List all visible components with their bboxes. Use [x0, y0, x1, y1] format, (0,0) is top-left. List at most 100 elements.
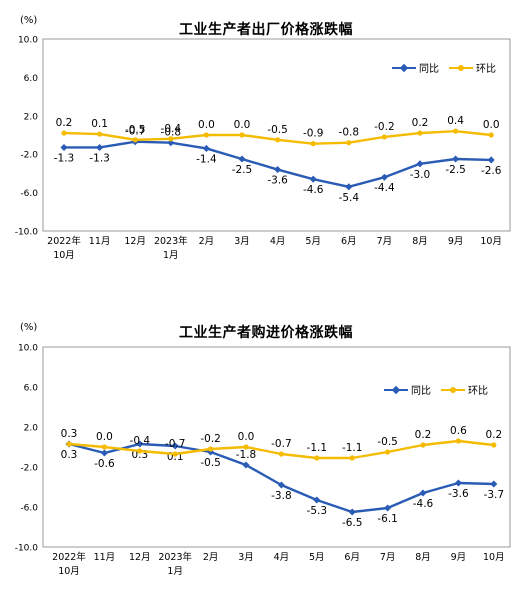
data-point-yoy — [100, 449, 108, 457]
data-label-yoy: -6.1 — [377, 513, 398, 525]
data-point-mom — [346, 140, 352, 146]
legend-item-mom: 环比 — [449, 60, 496, 75]
data-point-yoy — [167, 139, 175, 147]
x-tick-label: 2023年 — [158, 551, 192, 563]
data-label-mom: 0.4 — [447, 115, 464, 127]
x-tick-label: 6月 — [344, 552, 360, 563]
data-point-mom — [239, 132, 245, 138]
x-tick-label: 4月 — [270, 236, 286, 247]
legend-swatch-mom — [449, 63, 473, 73]
data-label-yoy: -0.7 — [125, 126, 146, 138]
data-point-mom — [61, 130, 67, 136]
data-label-yoy: -3.8 — [271, 490, 292, 502]
data-label-mom: -0.7 — [165, 438, 186, 450]
data-label-yoy: -2.5 — [232, 164, 253, 176]
x-tick-label: 2月 — [203, 552, 219, 563]
data-point-mom — [420, 442, 426, 448]
data-label-yoy: -4.6 — [413, 498, 434, 510]
data-point-mom — [172, 451, 178, 457]
data-point-yoy — [419, 489, 427, 497]
x-tick-label: 8月 — [412, 236, 428, 247]
x-tick-label: 2022年 — [52, 551, 86, 563]
data-point-yoy — [277, 481, 285, 489]
legend-swatch-yoy — [392, 63, 416, 73]
data-point-yoy — [380, 173, 388, 181]
y-tick-label: -10.0 — [15, 544, 39, 554]
data-point-mom — [243, 444, 249, 450]
data-point-yoy — [309, 175, 317, 183]
data-label-yoy: -5.4 — [339, 192, 360, 204]
purchase-price-chart: 工业生产者购进价格涨跌幅 (%) 10.0 6.0 2.0 -2.0 -6.0 -10.0… — [0, 312, 532, 599]
data-label-mom: 0.2 — [485, 429, 502, 441]
x-tick-label: 11月 — [89, 236, 111, 247]
data-point-yoy — [454, 479, 462, 487]
y-tick-label: 10.0 — [18, 344, 38, 354]
chart-plot: 10.0 6.0 2.0 -2.0 -6.0 -10.0 2022年 10月 11月 12月 202… — [15, 344, 511, 577]
x-tick-label: 10月 — [53, 250, 75, 261]
y-unit-label: (%) — [20, 15, 38, 26]
data-label-mom: -0.5 — [267, 124, 288, 136]
legend-swatch-yoy — [384, 385, 408, 395]
legend-label-yoy: 同比 — [411, 386, 431, 397]
data-point-mom — [203, 132, 209, 138]
legend-label-yoy: 同比 — [419, 64, 439, 75]
legend-label-mom: 环比 — [476, 64, 496, 75]
data-point-mom — [453, 128, 459, 134]
y-tick-label: 10.0 — [18, 36, 38, 46]
x-tick-label: 3月 — [238, 552, 254, 563]
data-label-mom: 0.2 — [412, 117, 429, 129]
chart-plot: 10.0 6.0 2.0 -2.0 -6.0 -10.0 2022年 10月 11月 12月 202… — [15, 36, 511, 261]
x-tick-label: 1月 — [163, 250, 179, 261]
chart-title: 工业生产者购进价格涨跌幅 — [179, 325, 353, 341]
data-point-yoy — [313, 496, 321, 504]
legend-item-mom: 环比 — [441, 382, 488, 397]
data-label-yoy: -3.6 — [448, 488, 469, 500]
data-label-mom: 0.2 — [415, 429, 432, 441]
y-tick-label: -2.0 — [20, 464, 38, 474]
data-label-yoy: -2.5 — [445, 164, 466, 176]
data-point-mom — [208, 446, 214, 452]
chart-legend: 同比 环比 — [384, 382, 488, 397]
legend-swatch-mom — [441, 385, 465, 395]
data-label-mom: -0.9 — [303, 128, 324, 140]
data-point-yoy — [238, 155, 246, 163]
data-label-yoy: 0.3 — [61, 449, 78, 461]
data-point-yoy — [202, 144, 210, 152]
data-label-yoy: -0.6 — [94, 458, 115, 470]
data-label-mom: 0.0 — [96, 431, 113, 443]
x-tick-label: 9月 — [451, 552, 467, 563]
data-point-mom — [278, 451, 284, 457]
y-tick-label: -6.0 — [20, 189, 38, 199]
data-point-mom — [97, 131, 103, 137]
output-price-chart: 工业生产者出厂价格涨跌幅 (%) 10.0 6.0 2.0 -2.0 -6.0 -10.0… — [0, 0, 532, 290]
data-point-yoy — [96, 143, 104, 152]
data-label-yoy: -0.8 — [161, 127, 182, 139]
data-label-mom: -0.4 — [130, 435, 151, 447]
x-tick-label: 1月 — [167, 566, 183, 577]
x-tick-label: 7月 — [377, 236, 393, 247]
data-label-mom: -0.5 — [125, 124, 146, 136]
x-tick-label: 11月 — [94, 552, 116, 563]
data-point-mom — [137, 448, 143, 454]
x-tick-label: 12月 — [129, 552, 151, 563]
y-tick-label: 6.0 — [24, 74, 39, 84]
y-tick-label: -10.0 — [15, 228, 39, 238]
data-point-mom — [132, 137, 138, 143]
data-point-yoy — [60, 143, 68, 152]
data-point-yoy — [416, 160, 424, 168]
data-label-mom: 0.2 — [56, 117, 73, 129]
x-tick-label: 10月 — [58, 566, 80, 577]
plot-frame — [42, 346, 511, 548]
data-point-mom — [101, 444, 107, 450]
legend-item-yoy: 同比 — [384, 382, 431, 397]
data-label-mom: -1.1 — [342, 442, 363, 454]
data-label-mom: 0.0 — [234, 119, 251, 131]
y-unit-label: (%) — [20, 322, 38, 333]
chart-title: 工业生产者出厂价格涨跌幅 — [179, 22, 353, 38]
data-label-yoy: -3.7 — [484, 489, 505, 501]
data-point-yoy — [242, 461, 250, 469]
data-point-yoy — [490, 480, 498, 488]
y-tick-label: 2.0 — [24, 424, 39, 434]
x-tick-label: 3月 — [234, 236, 250, 247]
data-label-yoy: -1.8 — [236, 449, 257, 461]
